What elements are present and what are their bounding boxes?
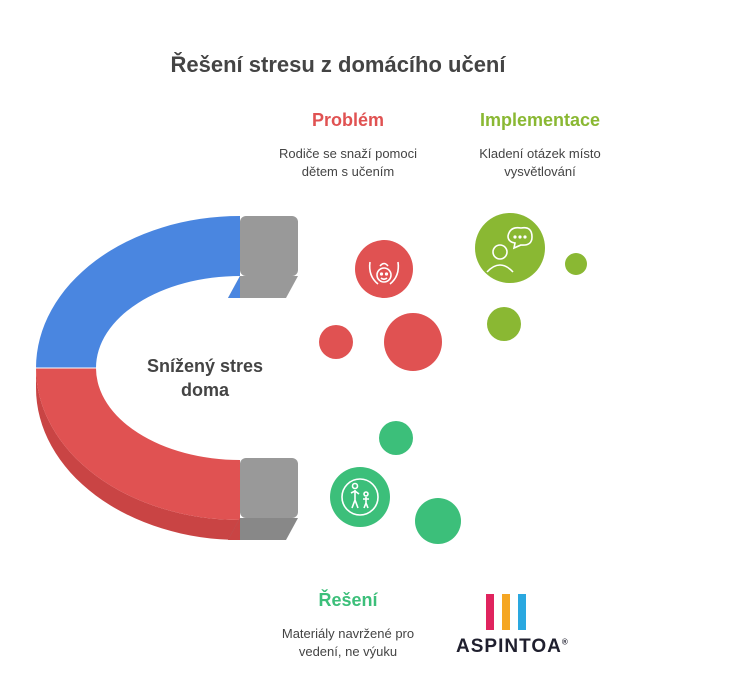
logo-bar-1 <box>486 594 494 630</box>
magnet-bottom-tip <box>240 458 298 518</box>
magnet-top-tip-side <box>228 276 298 298</box>
solution-bubble-large <box>415 498 461 544</box>
implementation-description: Kladení otázek místo vysvětlování <box>440 145 640 181</box>
caring-hands-baby-icon <box>368 261 400 285</box>
center-label-line1: Snížený stres <box>146 356 264 376</box>
center-label-line2: doma <box>180 380 229 400</box>
magnet-bottom-tip-side <box>228 518 298 540</box>
implementation-heading: Implementace <box>479 110 601 130</box>
magnet-top-tip <box>240 216 298 276</box>
problem-icon-circle <box>355 240 413 298</box>
logo-text: ASPINTOA <box>456 636 562 657</box>
problem-bubble-small <box>319 325 353 359</box>
implementation-icon-circle <box>475 213 545 283</box>
solution-desc-line2: vedení, ne výuku <box>298 644 398 659</box>
solution-desc-line1: Materiály navržené pro <box>281 626 415 641</box>
problem-bubble-large <box>384 313 442 371</box>
parent-child-icon <box>341 478 379 516</box>
logo-mark: ® <box>561 637 569 647</box>
implementation-desc-line1: Kladení otázek místo <box>479 146 601 161</box>
page-title: Řešení stresu z domácího učení <box>170 52 506 77</box>
problem-description: Rodiče se snaží pomoci dětem s učením <box>248 145 448 181</box>
problem-heading: Problém <box>311 110 385 130</box>
magnet-bottom-half <box>36 368 240 520</box>
magnet-top-half <box>36 216 240 368</box>
center-label: Snížený stres doma <box>130 354 280 402</box>
solution-icon-circle <box>330 467 390 527</box>
implementation-bubble-small <box>487 307 521 341</box>
implementation-desc-line2: vysvětlování <box>504 164 576 179</box>
solution-description: Materiály navržené pro vedení, ne výuku <box>248 625 448 661</box>
solution-heading: Řešení <box>318 590 378 610</box>
thinking-person-icon <box>486 226 533 273</box>
problem-desc-line1: Rodiče se snaží pomoci <box>278 146 417 161</box>
magnet-bottom-side <box>36 368 240 540</box>
problem-desc-line2: dětem s učením <box>301 164 395 179</box>
logo: ASPINTOA® <box>456 636 569 658</box>
implementation-bubble-tiny <box>565 253 587 275</box>
logo-bar-3 <box>518 594 526 630</box>
logo-bar-2 <box>502 594 510 630</box>
solution-bubble-small <box>379 421 413 455</box>
